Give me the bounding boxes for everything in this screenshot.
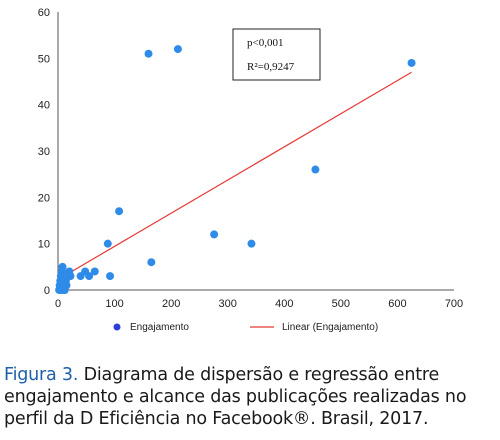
legend-marker-engajamento (113, 323, 121, 331)
data-point (66, 272, 75, 281)
data-point (115, 207, 124, 216)
data-point (247, 239, 256, 248)
legend-label-linear: Linear (Engajamento) (282, 322, 378, 333)
scatter-chart: 0 10 20 30 40 50 60 0 100 200 300 400 500 600 700 p<0… (38, 7, 463, 333)
data-points (55, 45, 416, 294)
data-point (407, 58, 416, 67)
x-tick-labels: 0 100 200 300 400 500 600 700 (55, 298, 463, 310)
data-point (147, 258, 156, 267)
y-tick-label-50: 50 (38, 53, 50, 65)
y-tick-label-0: 0 (44, 285, 50, 297)
data-point (106, 272, 115, 281)
data-point (58, 262, 67, 271)
y-tick-label-10: 10 (38, 239, 50, 251)
p-value-text: p<0,001 (247, 37, 283, 49)
y-tick-label-20: 20 (38, 192, 50, 204)
data-point (173, 45, 182, 54)
data-point (103, 239, 112, 248)
x-tick-label-600: 600 (388, 298, 406, 310)
x-tick-label-100: 100 (105, 298, 123, 310)
figure-caption-text: Diagrama de dispersão e regressão entre … (4, 365, 467, 429)
figure-caption: Figura 3. Diagrama de dispersão e regres… (4, 364, 498, 430)
linear-trendline (58, 71, 412, 280)
y-tick-labels: 0 10 20 30 40 50 60 (38, 7, 50, 297)
data-point (58, 276, 67, 285)
legend: Engajamento Linear (Engajamento) (113, 322, 378, 333)
data-point (144, 49, 153, 58)
x-tick-label-200: 200 (162, 298, 180, 310)
y-tick-label-40: 40 (38, 100, 50, 112)
stats-box-frame (232, 28, 321, 81)
data-point (60, 286, 69, 294)
data-point (210, 230, 219, 239)
x-tick-label-500: 500 (332, 298, 350, 310)
data-point (90, 267, 99, 276)
x-tick-label-700: 700 (445, 298, 463, 310)
figure-label: Figura 3. (4, 365, 79, 385)
trendline-group (58, 71, 412, 280)
x-tick-label-400: 400 (275, 298, 293, 310)
legend-label-engajamento: Engajamento (130, 322, 189, 333)
r-squared-text: R²=0,9247 (247, 61, 295, 73)
y-tick-label-60: 60 (38, 7, 50, 19)
data-point (311, 165, 320, 174)
stats-box: p<0,001 R²=0,9247 (232, 28, 321, 81)
y-tick-label-30: 30 (38, 146, 50, 158)
data-point (85, 272, 94, 281)
x-tick-label-300: 300 (219, 298, 237, 310)
x-tick-label-0: 0 (55, 298, 61, 310)
